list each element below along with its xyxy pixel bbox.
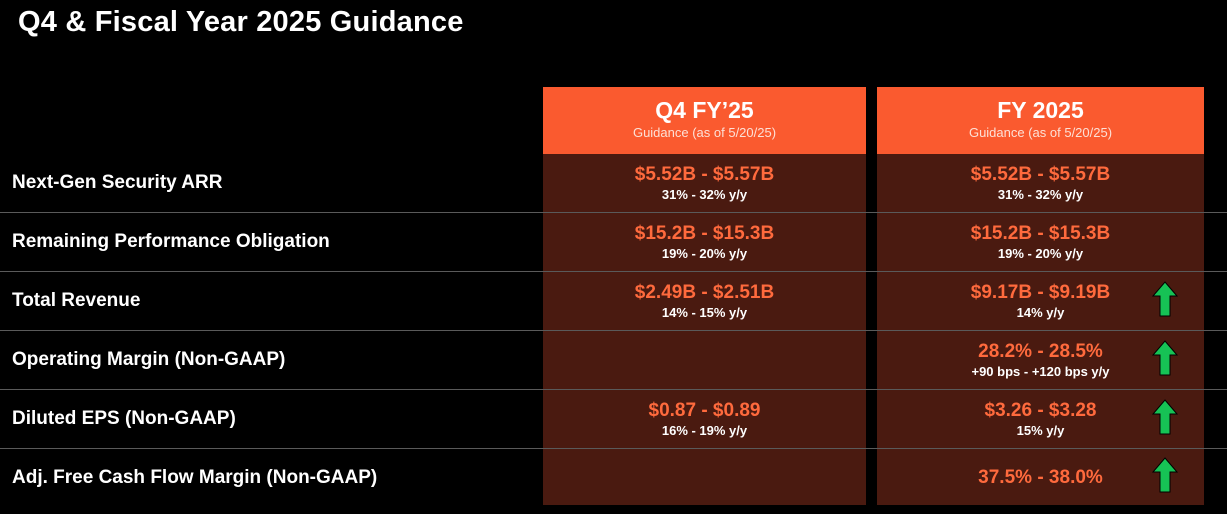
row-divider [0, 330, 1227, 331]
green-up-arrow-icon [1152, 340, 1178, 376]
green-up-arrow-icon [1152, 399, 1178, 435]
fy-value: 37.5% - 38.0% [978, 467, 1103, 488]
q4-growth: 19% - 20% y/y [661, 245, 748, 261]
q4-value: $2.49B - $2.51B [634, 281, 775, 303]
table-row: Operating Margin (Non-GAAP) 28.2% - 28.5… [0, 331, 1227, 390]
q4-cell: $0.87 - $0.89 16% - 19% y/y [543, 390, 866, 448]
q4-column-header: Q4 FY’25 Guidance (as of 5/20/25) [543, 87, 866, 154]
q4-value: $15.2B - $15.3B [634, 222, 775, 244]
fy-column-title: FY 2025 [997, 97, 1084, 123]
row-label: Operating Margin (Non-GAAP) [12, 349, 286, 370]
fy-cell: $5.52B - $5.57B 31% - 32% y/y [877, 154, 1204, 212]
fy-cell: $15.2B - $15.3B 19% - 20% y/y [877, 213, 1204, 271]
table-row: Adj. Free Cash Flow Margin (Non-GAAP) 37… [0, 449, 1227, 508]
q4-column-title: Q4 FY’25 [655, 97, 754, 123]
fy-cell: 28.2% - 28.5% +90 bps - +120 bps y/y [877, 331, 1204, 389]
row-divider [0, 271, 1227, 272]
fy-column-header: FY 2025 Guidance (as of 5/20/25) [877, 87, 1204, 154]
q4-value: $5.52B - $5.57B [634, 163, 775, 185]
table-row: Diluted EPS (Non-GAAP) $0.87 - $0.89 16%… [0, 390, 1227, 449]
row-divider [0, 389, 1227, 390]
fy-growth: +90 bps - +120 bps y/y [971, 363, 1110, 379]
row-label: Next-Gen Security ARR [12, 172, 223, 193]
fy-value: $15.2B - $15.3B [970, 222, 1111, 244]
fy-guidance-column: FY 2025 Guidance (as of 5/20/25) [877, 87, 1204, 505]
q4-value: $0.87 - $0.89 [648, 399, 761, 421]
q4-column-subtitle: Guidance (as of 5/20/25) [632, 125, 777, 140]
page-title: Q4 & Fiscal Year 2025 Guidance [18, 6, 464, 38]
fy-value: $9.17B - $9.19B [970, 281, 1111, 303]
fy-value: $5.52B - $5.57B [970, 163, 1111, 185]
row-divider [0, 448, 1227, 449]
fy-cell: $3.26 - $3.28 15% y/y [877, 390, 1204, 448]
fy-cell: 37.5% - 38.0% [877, 449, 1204, 507]
q4-growth: 14% - 15% y/y [661, 304, 748, 320]
table-row: Next-Gen Security ARR $5.52B - $5.57B 31… [0, 154, 1227, 213]
q4-cell: $15.2B - $15.3B 19% - 20% y/y [543, 213, 866, 271]
fy-growth: 14% y/y [1016, 304, 1065, 320]
fy-growth: 19% - 20% y/y [997, 245, 1084, 261]
q4-cell [543, 449, 866, 507]
fy-value: $3.26 - $3.28 [984, 399, 1097, 421]
row-label: Adj. Free Cash Flow Margin (Non-GAAP) [12, 467, 378, 488]
table-row: Remaining Performance Obligation $15.2B … [0, 213, 1227, 272]
green-up-arrow-icon [1152, 281, 1178, 317]
row-label: Total Revenue [12, 290, 141, 311]
row-divider [0, 212, 1227, 213]
q4-cell: $2.49B - $2.51B 14% - 15% y/y [543, 272, 866, 330]
fy-growth: 31% - 32% y/y [997, 186, 1084, 202]
row-label: Diluted EPS (Non-GAAP) [12, 408, 236, 429]
q4-growth: 31% - 32% y/y [661, 186, 748, 202]
q4-cell [543, 331, 866, 389]
fy-cell: $9.17B - $9.19B 14% y/y [877, 272, 1204, 330]
fy-growth: 15% y/y [1016, 422, 1065, 438]
green-up-arrow-icon [1152, 457, 1178, 493]
fy-column-subtitle: Guidance (as of 5/20/25) [968, 125, 1113, 140]
q4-growth: 16% - 19% y/y [661, 422, 748, 438]
q4-guidance-column: Q4 FY’25 Guidance (as of 5/20/25) [543, 87, 866, 505]
q4-cell: $5.52B - $5.57B 31% - 32% y/y [543, 154, 866, 212]
table-row: Total Revenue $2.49B - $2.51B 14% - 15% … [0, 272, 1227, 331]
row-label: Remaining Performance Obligation [12, 231, 330, 252]
fy-value: 28.2% - 28.5% [978, 340, 1103, 362]
